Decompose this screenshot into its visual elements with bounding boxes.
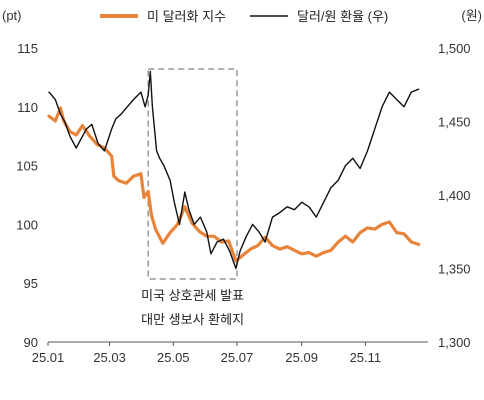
axes: 25.01 25.03 25.05 25.07 25.09 25.11 90 95 100 105… bbox=[16, 41, 470, 365]
legend: 미 달러화 지수 달러/원 환율 (우) bbox=[100, 9, 388, 24]
series-line-usd-index bbox=[47, 106, 421, 263]
left-y-tick-label: 100 bbox=[16, 217, 38, 232]
left-y-tick-label: 95 bbox=[24, 276, 38, 291]
right-y-tick-label: 1,300 bbox=[438, 335, 471, 350]
x-tick-label: 25.03 bbox=[93, 350, 126, 365]
x-tick-label: 25.07 bbox=[221, 350, 254, 365]
series-layer bbox=[47, 70, 421, 270]
right-y-tick-label: 1,500 bbox=[438, 41, 471, 56]
annotation-text-line: 대만 생보사 환헤지 bbox=[141, 312, 244, 327]
x-tick-label: 25.01 bbox=[32, 350, 65, 365]
x-tick-label: 25.11 bbox=[350, 350, 382, 365]
legend-label-usd-index: 미 달러화 지수 bbox=[147, 9, 226, 24]
annotation-text-line: 미국 상호관세 발표 bbox=[141, 288, 244, 303]
right-y-tick-label: 1,350 bbox=[438, 262, 471, 277]
legend-label-usdkrw: 달러/원 환율 (우) bbox=[297, 9, 388, 24]
left-y-tick-label: 105 bbox=[16, 159, 38, 174]
right-y-tick-label: 1,450 bbox=[438, 115, 471, 130]
series-line-usdkrw bbox=[48, 70, 420, 270]
left-y-tick-label: 110 bbox=[17, 100, 38, 115]
left-y-tick-label: 115 bbox=[17, 41, 38, 56]
x-tick-label: 25.09 bbox=[285, 350, 318, 365]
right-axis-unit: (원) bbox=[461, 8, 482, 23]
left-axis-unit: (pt) bbox=[2, 8, 22, 23]
left-y-tick-label: 90 bbox=[24, 335, 38, 350]
annotation-box bbox=[147, 68, 238, 280]
x-tick-label: 25.05 bbox=[157, 350, 190, 365]
right-y-tick-label: 1,400 bbox=[438, 188, 471, 203]
